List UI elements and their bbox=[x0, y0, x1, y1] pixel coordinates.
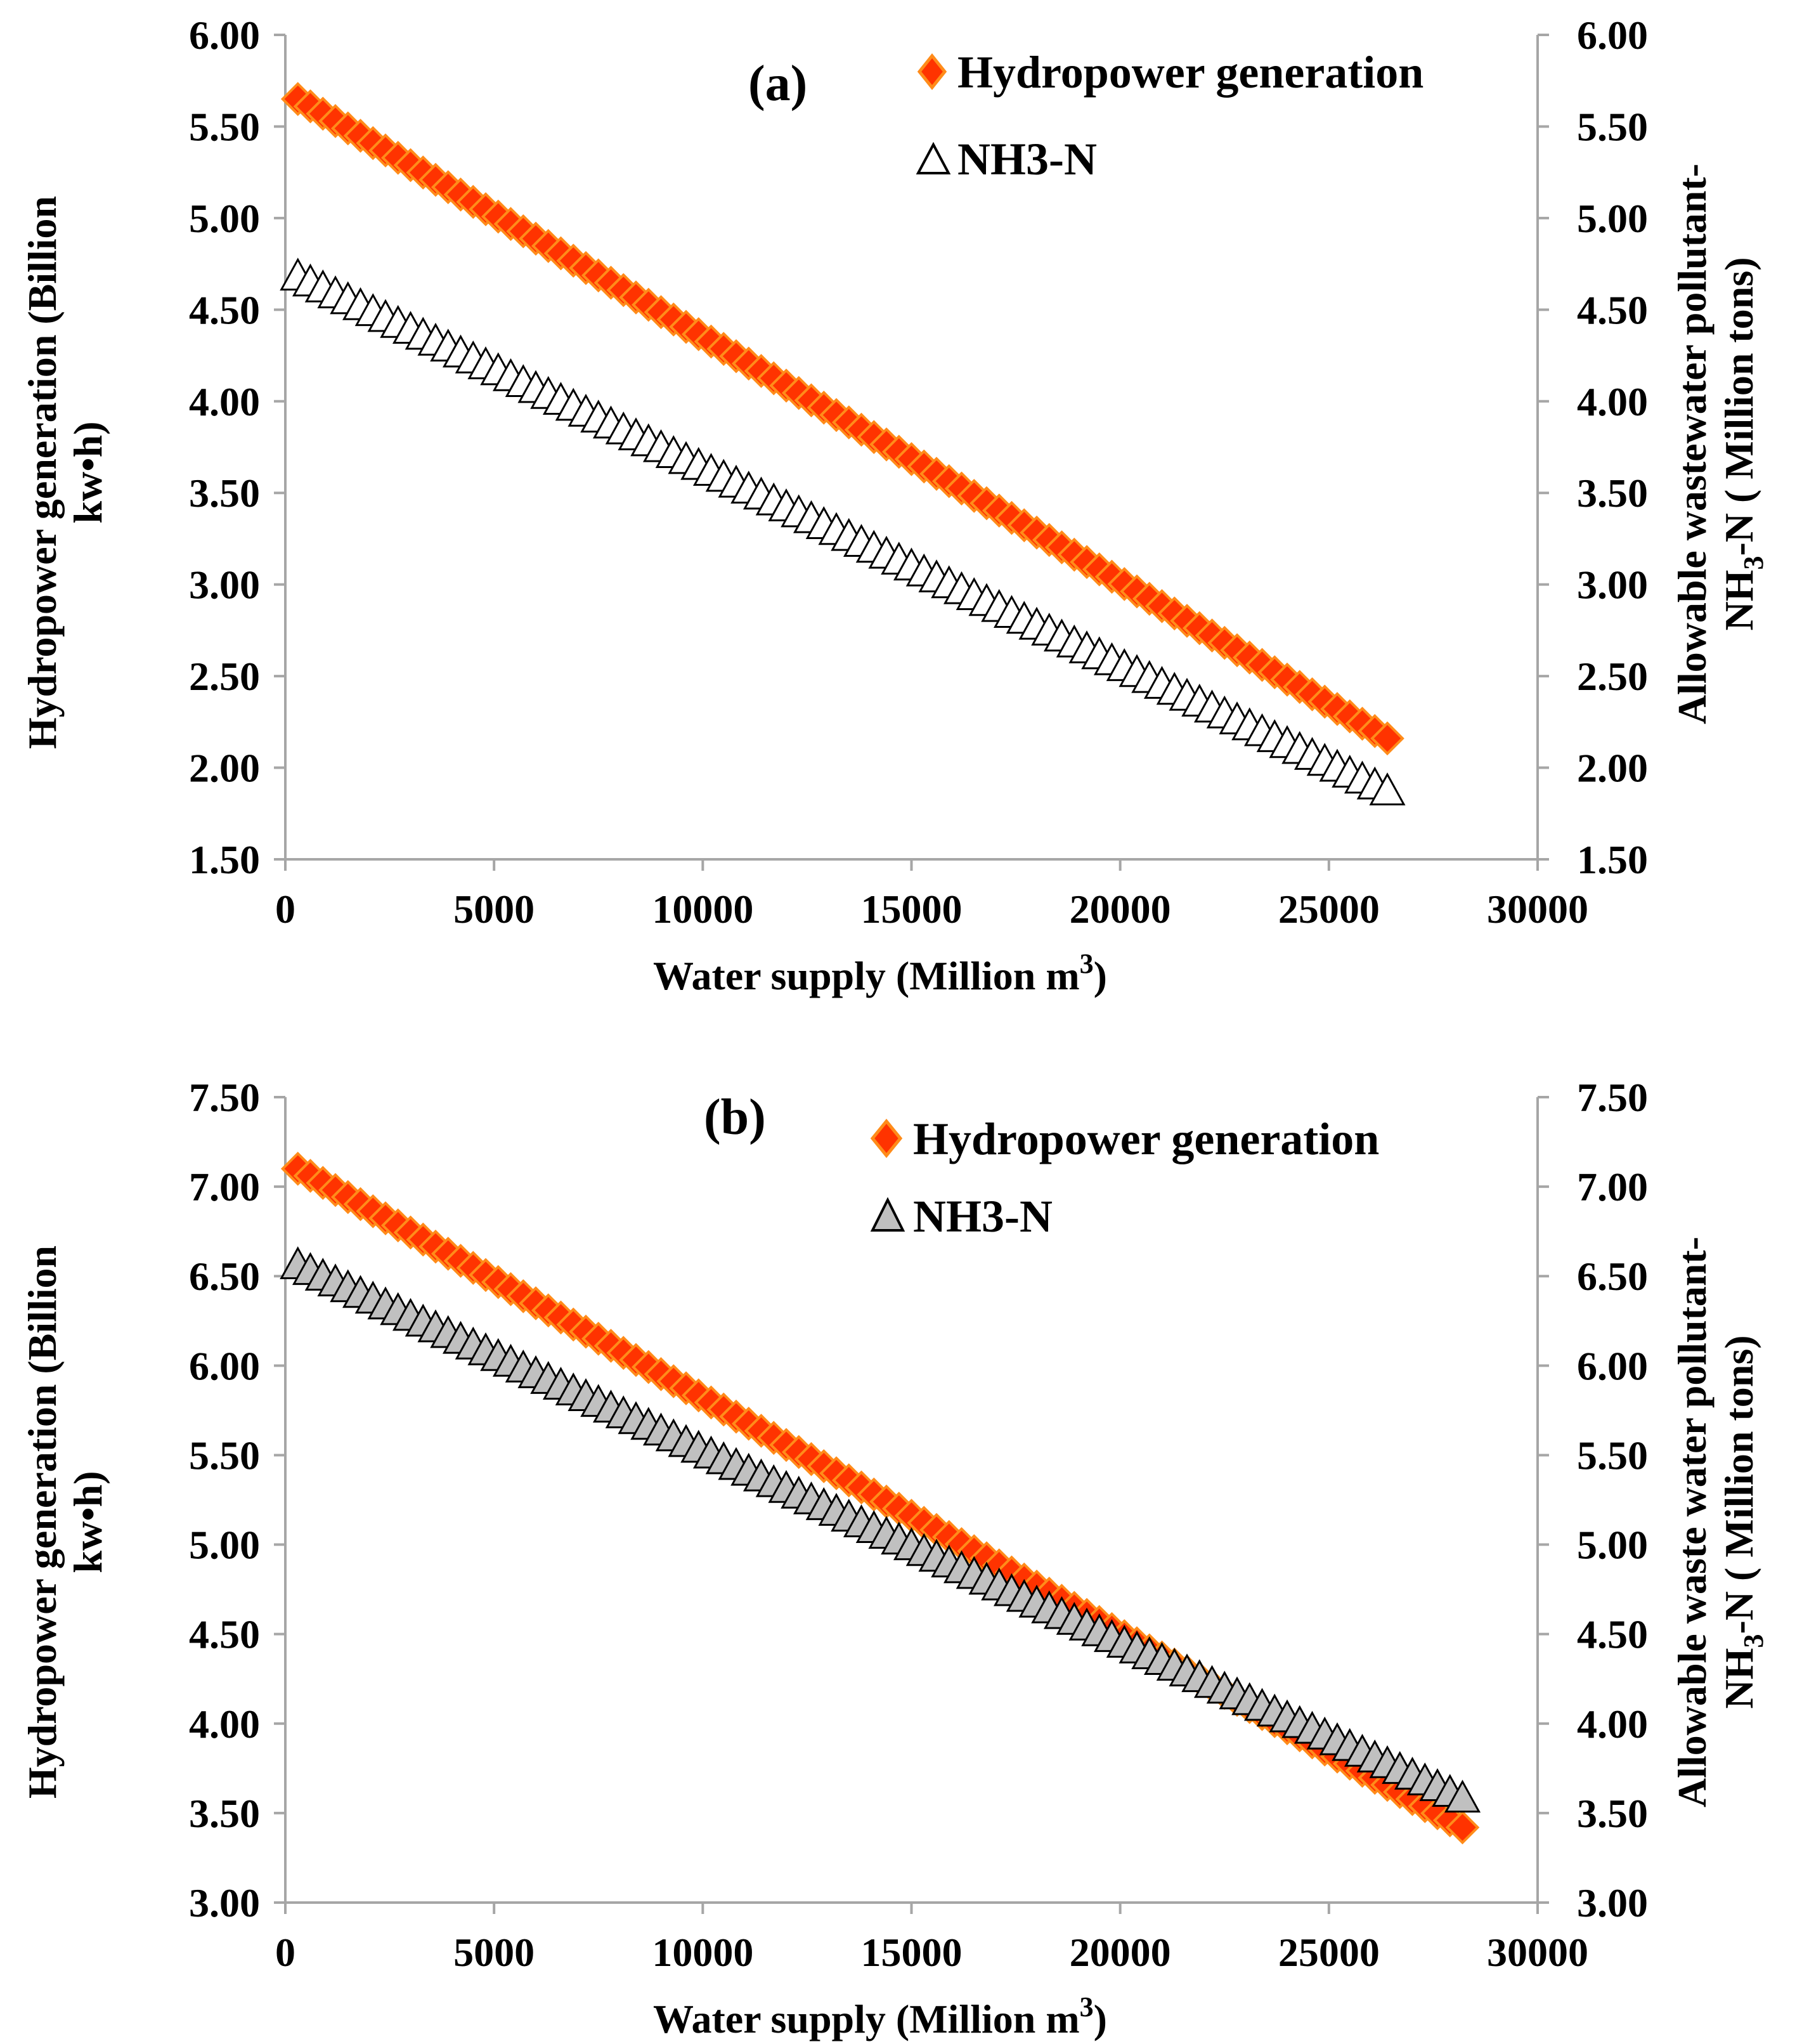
x-tick-label: 15000 bbox=[861, 887, 963, 932]
y-tick-label: 4.50 bbox=[189, 287, 260, 332]
y2-tick-label: 5.00 bbox=[1577, 196, 1648, 241]
x-tick-label: 25000 bbox=[1278, 1930, 1380, 1975]
y-tick-label: 3.00 bbox=[189, 1880, 260, 1925]
y-tick-label: 7.00 bbox=[189, 1164, 260, 1209]
y2-axis-title: Allowable waste water pollutant-NH3-N ( … bbox=[1670, 1237, 1769, 1807]
y2-tick-label: 4.00 bbox=[1577, 1702, 1648, 1747]
x-tick-label: 30000 bbox=[1487, 887, 1588, 932]
x-tick-label: 0 bbox=[275, 1930, 295, 1975]
y-axis-ticks: 3.00 3.50 4.00 4.50 5.00 5.50 6.00 6.50 7.00 7.50 bbox=[189, 1075, 285, 1925]
x-axis-title: Water supply (Million m3) bbox=[653, 948, 1107, 998]
y2-tick-label: 3.00 bbox=[1577, 563, 1648, 608]
legend-marker-nh3n bbox=[870, 1197, 905, 1232]
x-tick-label: 0 bbox=[275, 887, 295, 932]
y-tick-label: 4.00 bbox=[189, 379, 260, 424]
y2-tick-label: 4.50 bbox=[1577, 1612, 1648, 1657]
legend: Hydropower generation NH3-N bbox=[916, 47, 1423, 185]
y2-axis-ticks: 3.00 3.50 4.00 4.50 5.00 5.50 6.00 6.50 7.00 7.50 bbox=[1538, 1075, 1648, 1925]
y-tick-label: 5.00 bbox=[189, 196, 260, 241]
chart-panel-b: 3.00 3.50 4.00 4.50 5.00 5.50 6.00 6.50 7.00 7.50… bbox=[20, 1075, 1769, 2041]
y2-tick-label: 7.50 bbox=[1577, 1075, 1648, 1120]
legend-marker-nh3n bbox=[916, 141, 951, 174]
y2-axis-title: Allowable wastewater pollutant-NH3-N ( M… bbox=[1670, 164, 1769, 724]
x-tick-label: 20000 bbox=[1070, 887, 1171, 932]
series-nh3n bbox=[280, 1246, 1481, 1813]
legend: Hydropower generation NH3-N bbox=[870, 1114, 1379, 1242]
series-hydropower bbox=[280, 82, 1404, 756]
series-nh3n bbox=[280, 257, 1406, 805]
y2-tick-label: 4.00 bbox=[1577, 379, 1648, 424]
panel-label: (b) bbox=[704, 1090, 766, 1145]
y-tick-label: 3.50 bbox=[189, 1791, 260, 1836]
legend-label-nh3n: NH3-N bbox=[957, 134, 1097, 185]
x-tick-label: 30000 bbox=[1487, 1930, 1588, 1975]
y2-tick-label: 5.50 bbox=[1577, 104, 1648, 149]
y-tick-label: 4.50 bbox=[189, 1612, 260, 1657]
y-tick-label: 6.00 bbox=[189, 13, 260, 58]
y2-tick-label: 5.50 bbox=[1577, 1433, 1648, 1478]
y2-tick-label: 2.00 bbox=[1577, 746, 1648, 791]
x-tick-label: 20000 bbox=[1070, 1930, 1171, 1975]
y-tick-label: 3.50 bbox=[189, 471, 260, 516]
y2-tick-label: 3.00 bbox=[1577, 1880, 1648, 1925]
y2-tick-label: 6.00 bbox=[1577, 1343, 1648, 1388]
y-axis-title: Hydropower generation (Billionkw•h) bbox=[20, 1246, 110, 1799]
x-axis-ticks: 0 5000 10000 15000 20000 25000 30000 bbox=[275, 1903, 1588, 1975]
y-tick-label: 7.50 bbox=[189, 1075, 260, 1120]
y-tick-label: 6.50 bbox=[189, 1254, 260, 1299]
y-tick-label: 4.00 bbox=[189, 1702, 260, 1747]
y-tick-label: 5.00 bbox=[189, 1523, 260, 1568]
y2-tick-label: 1.50 bbox=[1577, 837, 1648, 882]
y-tick-label: 2.00 bbox=[189, 746, 260, 791]
data-point-hydropower bbox=[1445, 1810, 1480, 1845]
data-point-hydropower bbox=[1370, 721, 1404, 756]
y2-tick-label: 4.50 bbox=[1577, 287, 1648, 332]
legend-marker-hydropower bbox=[917, 53, 947, 91]
data-point-nh3n bbox=[1369, 772, 1406, 805]
x-tick-label: 5000 bbox=[453, 887, 535, 932]
x-tick-label: 15000 bbox=[861, 1930, 963, 1975]
y-tick-label: 5.50 bbox=[189, 104, 260, 149]
y2-tick-label: 6.00 bbox=[1577, 13, 1648, 58]
legend-label-hydropower: Hydropower generation bbox=[957, 47, 1423, 98]
y-axis-ticks: 1.50 2.00 2.50 3.00 3.50 4.00 4.50 5.00 5.50 6.00 bbox=[189, 13, 285, 882]
y-tick-label: 1.50 bbox=[189, 837, 260, 882]
y2-tick-label: 3.50 bbox=[1577, 471, 1648, 516]
y2-tick-label: 7.00 bbox=[1577, 1164, 1648, 1209]
data-point-nh3n bbox=[1444, 1780, 1481, 1813]
y-tick-label: 6.00 bbox=[189, 1343, 260, 1388]
x-axis-title: Water supply (Million m3) bbox=[653, 1991, 1107, 2041]
y2-tick-label: 6.50 bbox=[1577, 1254, 1648, 1299]
x-tick-label: 10000 bbox=[652, 887, 753, 932]
y2-axis-ticks: 1.50 2.00 2.50 3.00 3.50 4.00 4.50 5.00 5.50 6.00 bbox=[1538, 13, 1648, 882]
legend-marker-hydropower bbox=[870, 1119, 903, 1158]
panel-label: (a) bbox=[748, 56, 807, 112]
legend-label-hydropower: Hydropower generation bbox=[913, 1114, 1379, 1164]
y-tick-label: 3.00 bbox=[189, 563, 260, 608]
legend-label-nh3n: NH3-N bbox=[913, 1191, 1053, 1242]
chart-panel-a: 1.50 2.00 2.50 3.00 3.50 4.00 4.50 5.00 5.50 6.00… bbox=[20, 13, 1769, 998]
x-tick-label: 10000 bbox=[652, 1930, 753, 1975]
y2-tick-label: 5.00 bbox=[1577, 1523, 1648, 1568]
y-tick-label: 2.50 bbox=[189, 654, 260, 699]
y-tick-label: 5.50 bbox=[189, 1433, 260, 1478]
y2-tick-label: 2.50 bbox=[1577, 654, 1648, 699]
x-tick-label: 5000 bbox=[453, 1930, 535, 1975]
x-tick-label: 25000 bbox=[1278, 887, 1380, 932]
y2-tick-label: 3.50 bbox=[1577, 1791, 1648, 1836]
y-axis-title: Hydropower generation (Billionkw•h) bbox=[20, 196, 110, 749]
x-axis-ticks: 0 5000 10000 15000 20000 25000 30000 bbox=[275, 859, 1588, 932]
